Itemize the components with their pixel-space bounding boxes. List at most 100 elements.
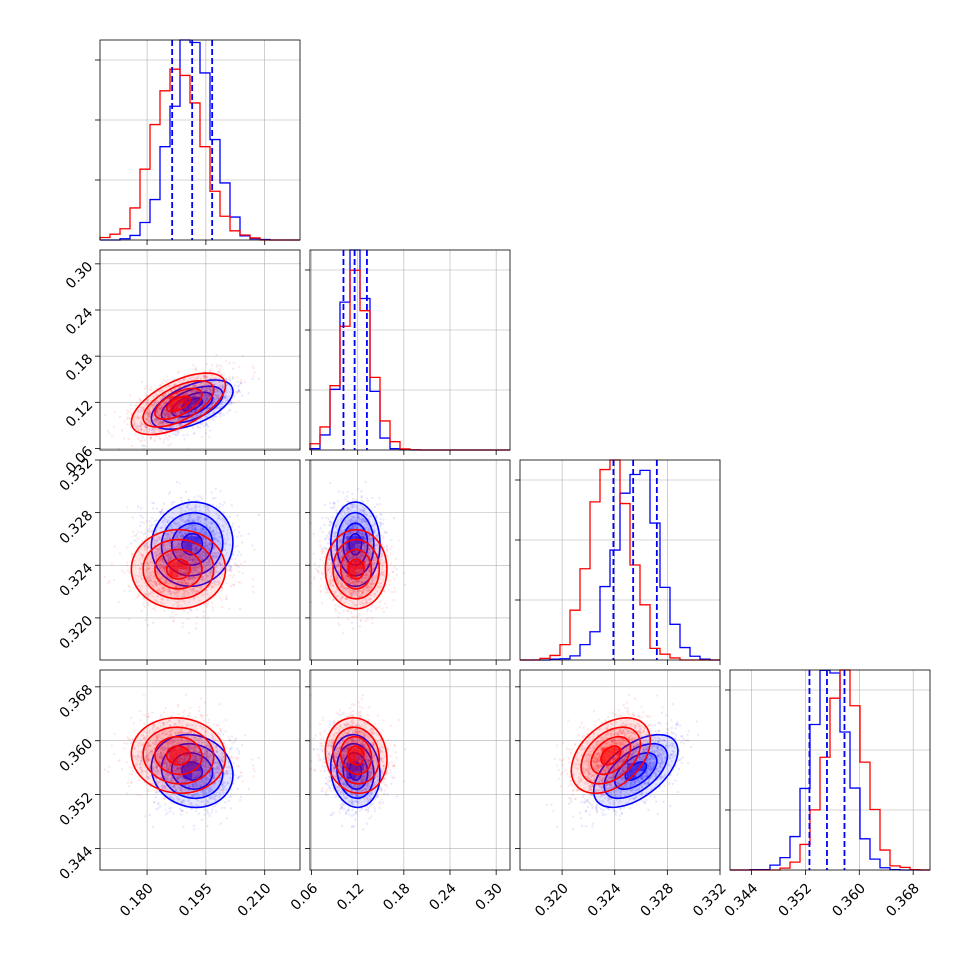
point bbox=[178, 403, 182, 406]
point bbox=[169, 415, 172, 418]
point bbox=[206, 394, 209, 398]
point bbox=[136, 415, 139, 418]
point bbox=[168, 415, 171, 418]
point bbox=[236, 535, 239, 538]
point bbox=[204, 377, 207, 381]
point bbox=[159, 428, 162, 432]
point bbox=[232, 401, 236, 404]
point bbox=[174, 430, 177, 433]
point bbox=[231, 522, 235, 525]
point bbox=[204, 396, 207, 400]
point bbox=[178, 423, 182, 426]
point bbox=[166, 413, 169, 416]
point bbox=[157, 415, 160, 418]
point bbox=[159, 421, 163, 424]
point bbox=[199, 423, 203, 426]
point bbox=[214, 390, 218, 394]
point bbox=[190, 390, 193, 393]
point bbox=[176, 418, 180, 421]
point bbox=[158, 421, 161, 425]
point bbox=[155, 435, 159, 438]
point bbox=[177, 417, 181, 420]
point bbox=[144, 426, 147, 429]
point bbox=[144, 531, 147, 535]
point bbox=[144, 619, 147, 622]
point bbox=[212, 609, 215, 612]
point bbox=[169, 443, 172, 446]
point bbox=[237, 525, 241, 529]
point bbox=[219, 490, 222, 493]
point bbox=[223, 395, 226, 399]
point bbox=[216, 394, 219, 397]
point bbox=[147, 601, 150, 604]
point bbox=[159, 406, 163, 409]
panel-1-0-content bbox=[103, 353, 260, 450]
point bbox=[143, 605, 147, 609]
point bbox=[189, 608, 192, 611]
point bbox=[147, 414, 150, 417]
point bbox=[151, 406, 155, 410]
point bbox=[152, 430, 155, 434]
point bbox=[186, 392, 189, 395]
point bbox=[174, 412, 177, 415]
point bbox=[169, 412, 172, 415]
point bbox=[181, 625, 184, 628]
point bbox=[210, 417, 213, 420]
point bbox=[194, 389, 197, 392]
point bbox=[136, 530, 140, 533]
point bbox=[155, 411, 159, 414]
point bbox=[205, 383, 208, 386]
point bbox=[187, 412, 190, 415]
point bbox=[201, 388, 204, 392]
point bbox=[202, 615, 205, 618]
point bbox=[237, 389, 241, 392]
point bbox=[236, 390, 239, 394]
point bbox=[143, 404, 146, 407]
point bbox=[159, 384, 162, 387]
point bbox=[197, 495, 200, 498]
point bbox=[203, 376, 207, 379]
point bbox=[240, 378, 243, 382]
point bbox=[205, 389, 209, 392]
point bbox=[147, 410, 150, 413]
point bbox=[194, 414, 198, 417]
panel-frame-0-0 bbox=[99, 39, 301, 241]
point bbox=[175, 393, 179, 396]
point bbox=[179, 409, 183, 413]
point bbox=[179, 423, 182, 426]
point bbox=[170, 389, 174, 393]
point bbox=[212, 411, 215, 415]
point bbox=[160, 422, 163, 425]
point bbox=[201, 387, 204, 390]
point bbox=[163, 393, 166, 397]
point bbox=[177, 418, 180, 421]
point bbox=[129, 403, 133, 406]
point bbox=[128, 585, 131, 589]
point bbox=[219, 373, 223, 376]
point bbox=[206, 375, 209, 379]
point bbox=[196, 426, 200, 429]
point bbox=[207, 425, 210, 428]
point bbox=[237, 389, 241, 392]
point bbox=[202, 610, 206, 613]
point bbox=[205, 388, 208, 392]
point bbox=[215, 396, 218, 399]
point bbox=[131, 516, 134, 519]
point bbox=[146, 401, 150, 404]
point bbox=[205, 389, 209, 392]
point bbox=[241, 354, 245, 358]
point bbox=[144, 417, 147, 420]
panel-0-0-grid bbox=[95, 40, 300, 245]
point bbox=[180, 411, 183, 414]
point bbox=[231, 377, 235, 380]
point bbox=[231, 576, 234, 579]
point bbox=[202, 396, 205, 399]
point bbox=[223, 396, 227, 400]
point bbox=[252, 585, 255, 588]
point bbox=[179, 403, 183, 407]
point bbox=[148, 428, 151, 431]
point bbox=[140, 380, 144, 384]
point bbox=[131, 444, 134, 448]
point bbox=[141, 422, 144, 425]
